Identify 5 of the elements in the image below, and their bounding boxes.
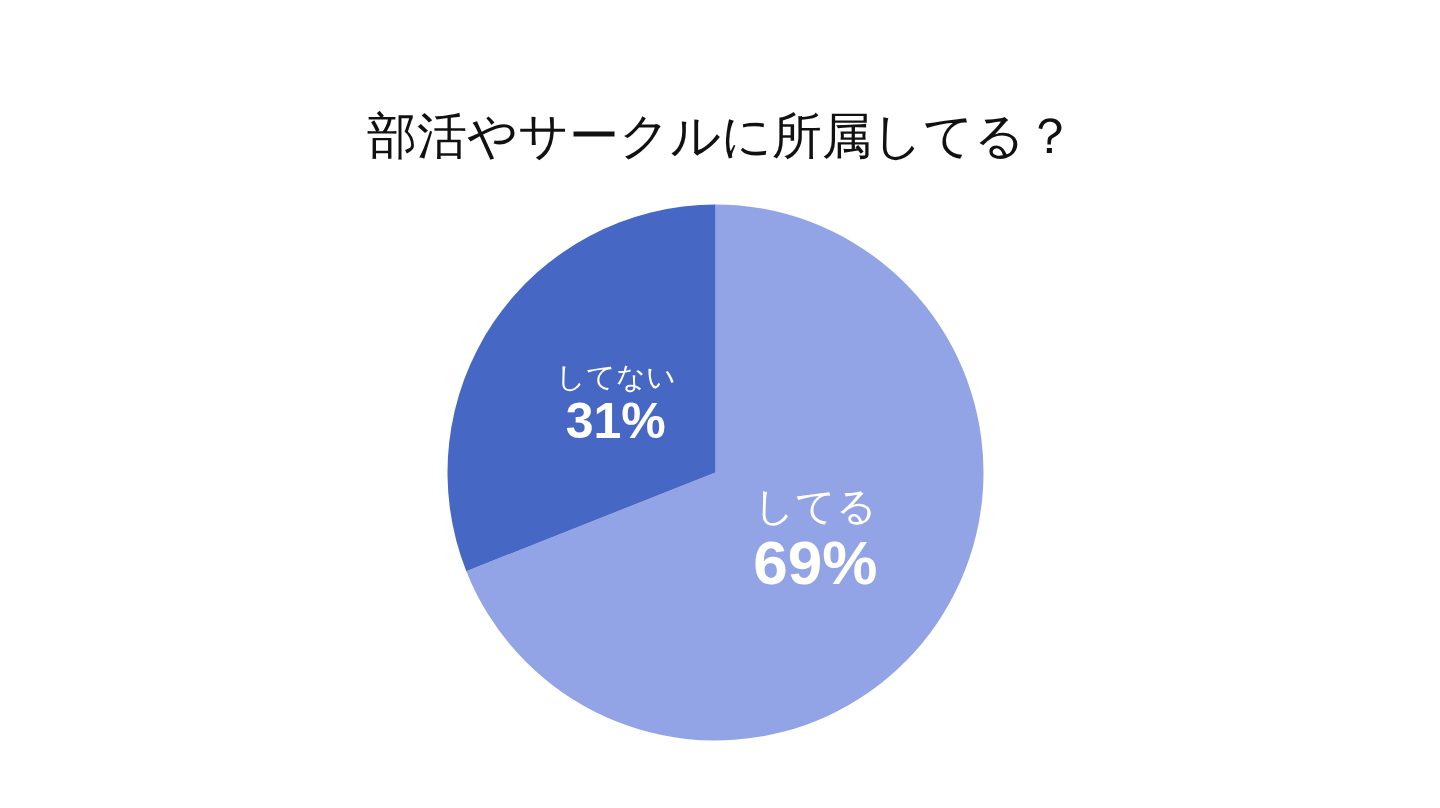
chart-title: 部活やサークルに所属してる？ — [366, 107, 1075, 164]
data-label: 69% — [753, 527, 878, 597]
slice-label: してる — [753, 484, 877, 529]
data-label: 31% — [565, 392, 666, 449]
slice-label: してない — [555, 361, 676, 394]
